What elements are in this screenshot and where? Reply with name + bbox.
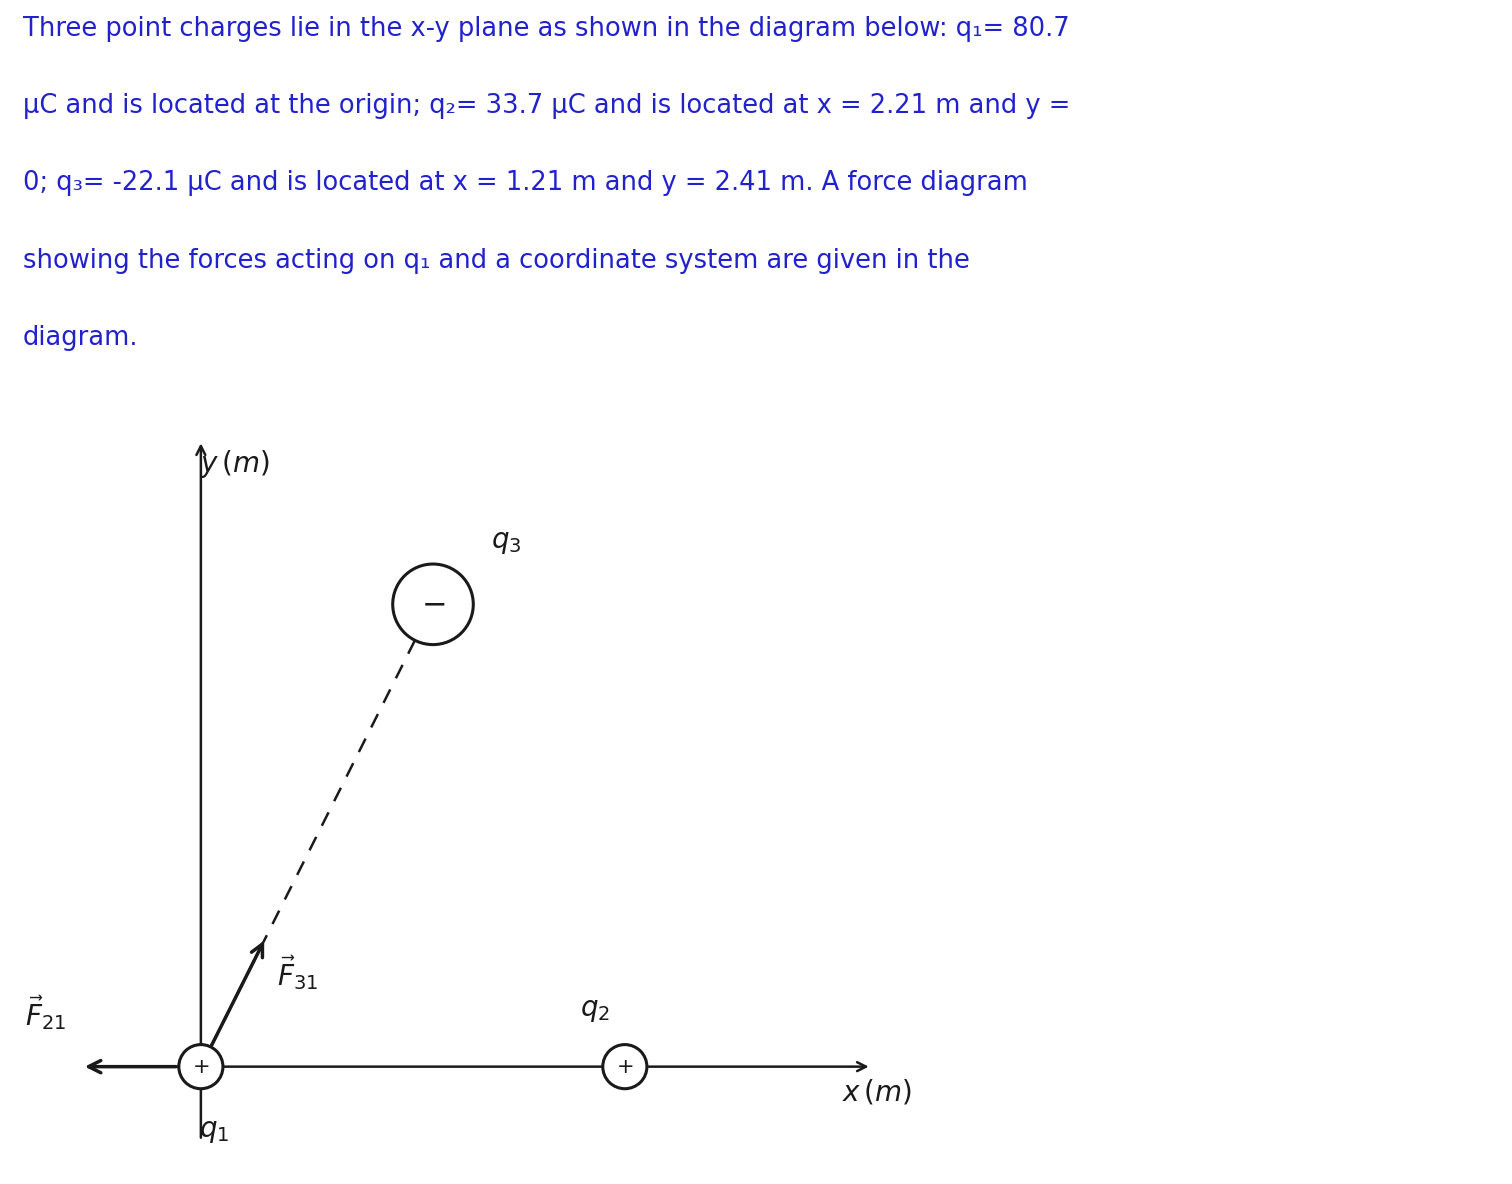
Text: $+$: $+$ — [617, 1056, 634, 1076]
Text: $\vec{F}_{31}$: $\vec{F}_{31}$ — [277, 953, 318, 992]
Text: $y\,(m)$: $y\,(m)$ — [201, 448, 271, 480]
Text: 0; q₃= -22.1 μC and is located at x = 1.21 m and y = 2.41 m. A force diagram: 0; q₃= -22.1 μC and is located at x = 1.… — [23, 170, 1028, 197]
Text: μC and is located at the origin; q₂= 33.7 μC and is located at x = 2.21 m and y : μC and is located at the origin; q₂= 33.… — [23, 94, 1070, 120]
Text: $+$: $+$ — [192, 1056, 210, 1076]
Text: showing the forces acting on q₁ and a coordinate system are given in the: showing the forces acting on q₁ and a co… — [23, 247, 969, 274]
Text: $-$: $-$ — [420, 590, 445, 619]
Text: Three point charges lie in the x-y plane as shown in the diagram below: q₁= 80.7: Three point charges lie in the x-y plane… — [23, 15, 1069, 41]
Text: $q_2$: $q_2$ — [579, 997, 609, 1024]
Text: $\vec{F}_{21}$: $\vec{F}_{21}$ — [26, 993, 67, 1032]
Text: $q_3$: $q_3$ — [490, 528, 522, 556]
Text: $q_1$: $q_1$ — [200, 1117, 230, 1145]
Text: $x\,(m)$: $x\,(m)$ — [842, 1077, 912, 1106]
Circle shape — [178, 1044, 222, 1089]
Text: diagram.: diagram. — [23, 326, 138, 352]
Circle shape — [393, 564, 473, 644]
Circle shape — [603, 1044, 647, 1089]
